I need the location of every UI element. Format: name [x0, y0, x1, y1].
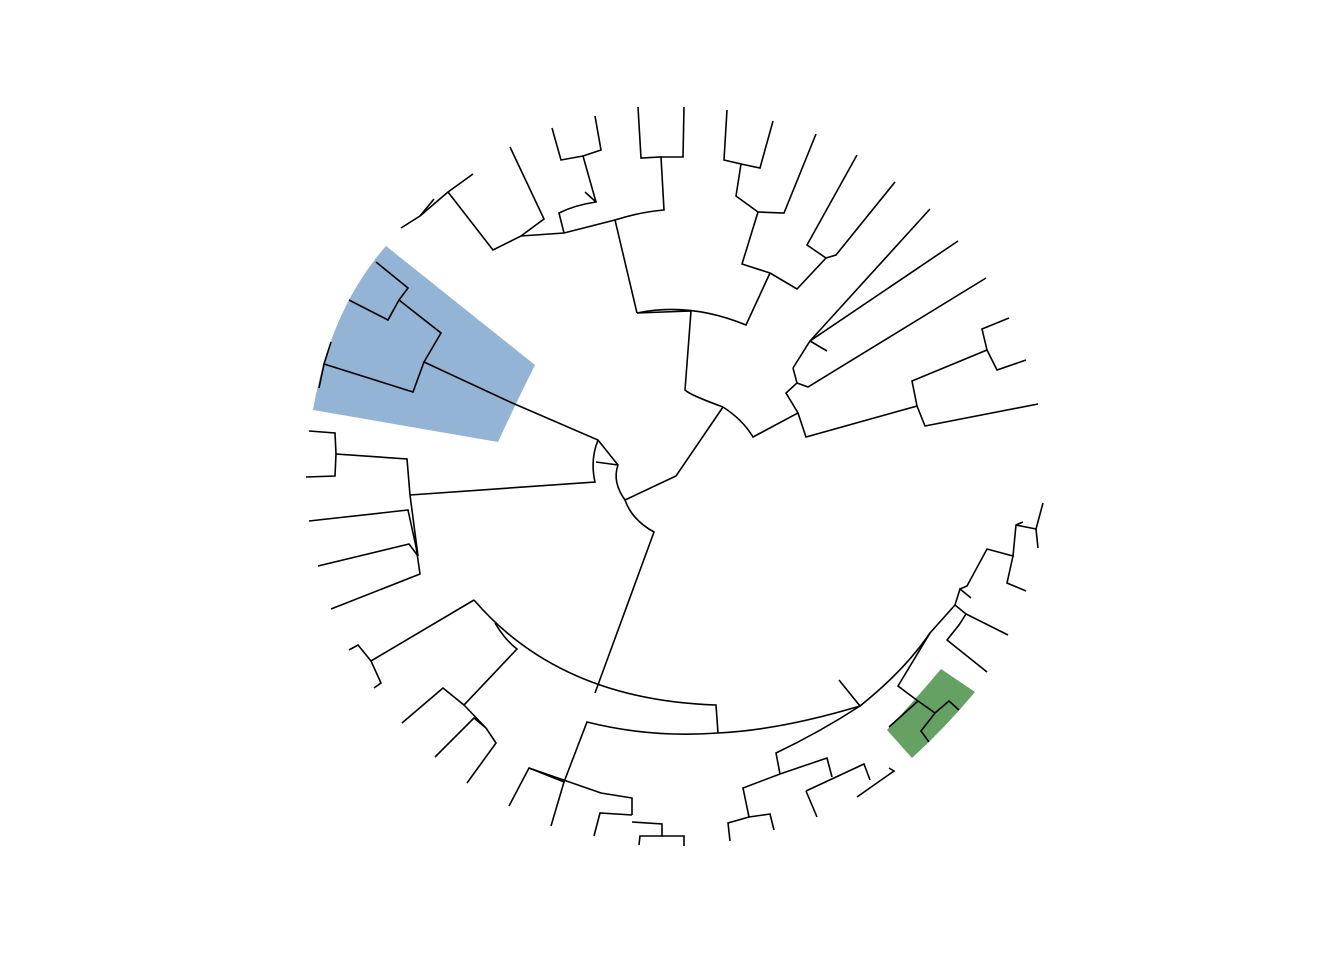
blue-clade-highlight: [313, 246, 535, 442]
green-clade-highlight: [887, 669, 975, 758]
branch: [1015, 502, 1044, 530]
branch: [401, 622, 519, 724]
branch: [636, 272, 771, 327]
branch: [446, 173, 522, 252]
branch: [809, 340, 828, 352]
branch: [825, 181, 896, 259]
branch: [594, 499, 655, 694]
branch: [727, 816, 750, 842]
branch: [308, 494, 419, 557]
branch: [805, 790, 818, 818]
branch: [805, 762, 871, 792]
branch: [624, 406, 724, 501]
branch: [375, 261, 511, 403]
branch: [748, 813, 775, 831]
branch: [330, 545, 421, 610]
branch: [797, 317, 1010, 438]
branch: [550, 781, 565, 827]
branch: [717, 679, 862, 734]
branch: [636, 310, 724, 408]
branch: [769, 154, 858, 291]
branch: [584, 191, 597, 203]
branch: [661, 106, 685, 158]
branch: [859, 587, 972, 707]
branch: [509, 401, 626, 501]
branch: [916, 403, 1039, 427]
branch: [434, 704, 487, 758]
branch: [308, 430, 411, 496]
branch: [409, 439, 599, 496]
branch: [919, 712, 936, 743]
branch: [370, 660, 383, 689]
branch: [856, 767, 896, 798]
branch: [419, 198, 435, 217]
branch: [508, 721, 719, 807]
branch: [917, 699, 960, 715]
branch: [662, 835, 685, 846]
branch: [740, 120, 774, 169]
branch: [631, 821, 663, 846]
branch: [466, 727, 497, 784]
branch: [796, 277, 987, 388]
branch: [742, 773, 781, 818]
branch: [1006, 555, 1027, 592]
branch: [614, 106, 665, 221]
branch: [551, 127, 598, 234]
branch: [318, 363, 325, 389]
branch: [775, 705, 861, 778]
branch: [322, 341, 425, 393]
tree-branches: [305, 106, 1044, 846]
branch: [348, 599, 475, 663]
branch: [348, 299, 400, 322]
branch: [757, 133, 817, 214]
branch: [888, 632, 931, 728]
branch: [723, 109, 771, 274]
branch: [809, 208, 931, 342]
branch: [1035, 528, 1039, 549]
branch: [317, 543, 419, 567]
branch: [792, 240, 959, 369]
branch: [582, 115, 602, 157]
branch: [305, 453, 337, 478]
branch: [520, 219, 638, 314]
branch: [595, 461, 619, 466]
branch: [986, 349, 1027, 371]
branch: [722, 367, 800, 439]
branch: [528, 767, 633, 815]
branch: [473, 599, 719, 734]
branch: [509, 146, 546, 237]
branch: [593, 812, 633, 837]
branch: [945, 613, 988, 673]
branch: [959, 521, 1024, 590]
